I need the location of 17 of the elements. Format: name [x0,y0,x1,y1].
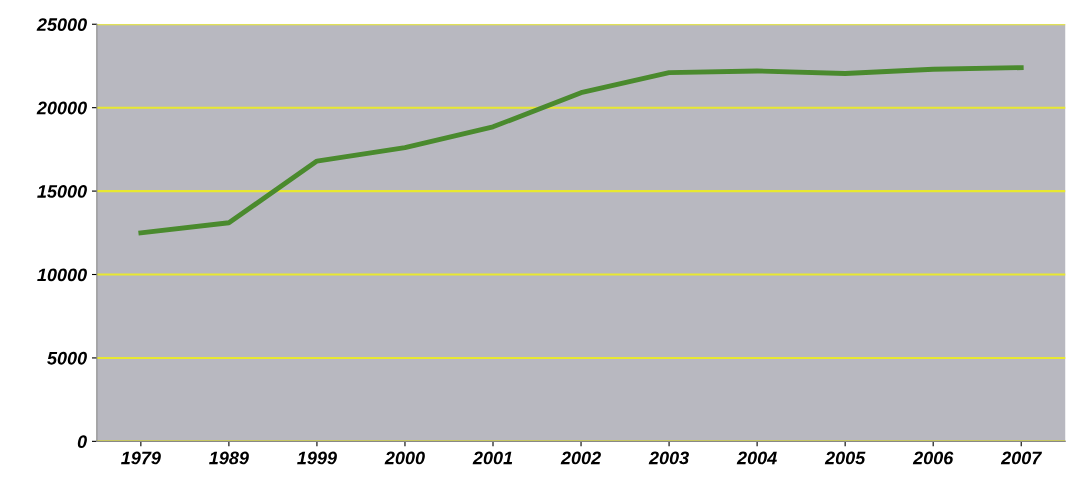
x-tick-label: 1999 [297,451,337,465]
y-tick-label: 10000 [37,268,87,282]
x-tick-label: 2007 [1000,451,1043,465]
x-tick-label: 2000 [384,451,425,465]
y-tick-label: 5000 [47,351,87,365]
y-tick-label: 20000 [36,101,87,115]
x-tick-label: 2004 [736,451,777,465]
y-tick-label: 15000 [37,185,87,198]
x-tick-label: 2005 [824,451,866,465]
x-tick-label: 2002 [560,451,601,465]
y-tick-label: 25000 [36,18,87,31]
x-tick-label: 1989 [209,451,249,465]
y-tick-label: 0 [77,435,87,449]
x-tick-label: 1979 [121,451,161,465]
x-tick-label: 2001 [472,451,513,465]
x-tick-label: 2006 [912,451,954,465]
x-tick-label: 2003 [648,451,689,465]
